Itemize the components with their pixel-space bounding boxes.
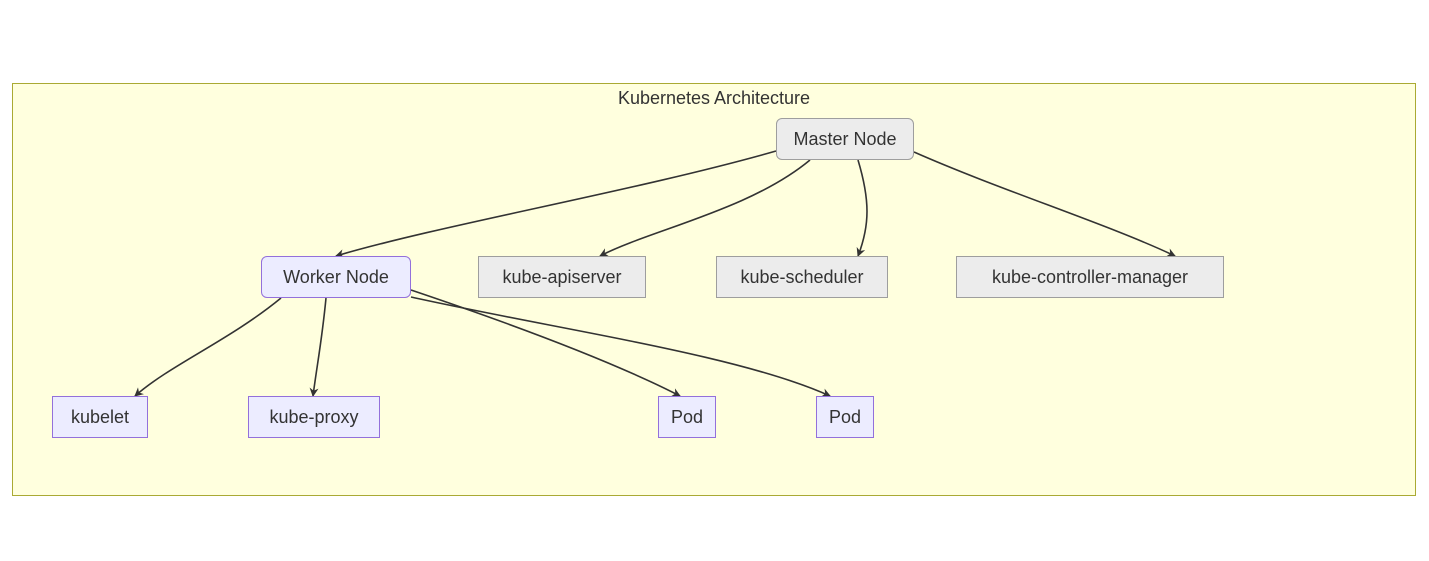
- node-label-api: kube-apiserver: [502, 267, 621, 288]
- node-label-pod1: Pod: [671, 407, 703, 428]
- node-ctrlmgr: kube-controller-manager: [956, 256, 1224, 298]
- node-label-kproxy: kube-proxy: [269, 407, 358, 428]
- node-sched: kube-scheduler: [716, 256, 888, 298]
- node-kubelet: kubelet: [52, 396, 148, 438]
- node-label-kubelet: kubelet: [71, 407, 129, 428]
- node-pod1: Pod: [658, 396, 716, 438]
- node-label-sched: kube-scheduler: [740, 267, 863, 288]
- node-worker: Worker Node: [261, 256, 411, 298]
- node-label-master: Master Node: [793, 129, 896, 150]
- node-master: Master Node: [776, 118, 914, 160]
- node-label-ctrlmgr: kube-controller-manager: [992, 267, 1188, 288]
- node-api: kube-apiserver: [478, 256, 646, 298]
- node-pod2: Pod: [816, 396, 874, 438]
- node-kproxy: kube-proxy: [248, 396, 380, 438]
- diagram-title: Kubernetes Architecture: [618, 88, 810, 109]
- node-label-worker: Worker Node: [283, 267, 389, 288]
- node-label-pod2: Pod: [829, 407, 861, 428]
